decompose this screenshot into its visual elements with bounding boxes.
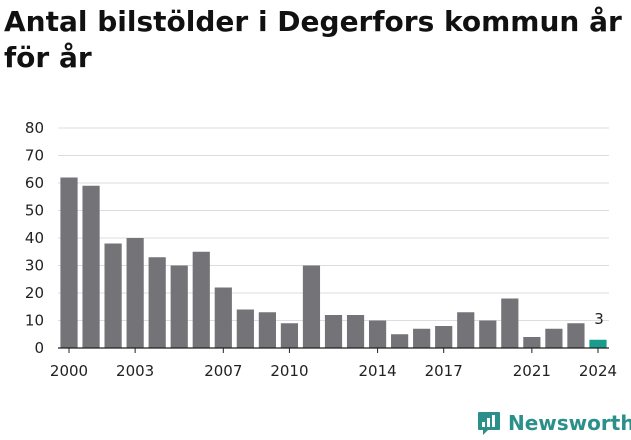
bar-2021: [523, 337, 541, 348]
bar-2006: [192, 251, 210, 348]
bar-2023: [567, 323, 585, 348]
bar-2001: [82, 185, 100, 348]
y-tick-label: 40: [25, 229, 44, 247]
chart-title: Antal bilstölder i Degerfors kommun år f…: [4, 5, 622, 74]
bar-2000: [60, 177, 78, 348]
bar-2012: [324, 315, 343, 348]
bar-2004: [148, 257, 166, 348]
bar-2018: [457, 312, 475, 348]
bar-2016: [413, 328, 431, 348]
bar-2022: [545, 328, 563, 348]
bar-2003: [126, 238, 144, 348]
bar-2015: [391, 334, 409, 348]
bar-2010: [280, 323, 299, 348]
y-tick-label: 60: [25, 174, 44, 192]
y-tick-label: 50: [25, 202, 44, 220]
x-tick-label: 2024: [579, 362, 617, 380]
x-tick-label: 2017: [425, 362, 463, 380]
x-tick-label: 2007: [204, 362, 242, 380]
bar-2005: [170, 265, 188, 348]
bar-2002: [104, 243, 122, 348]
y-tick-label: 70: [25, 147, 44, 165]
x-axis: 2000 2003 2007 2010 2014 2017 2021 2024: [50, 347, 617, 380]
y-tick-label: 30: [25, 257, 44, 275]
bar-2017: [435, 326, 453, 348]
x-tick-label: 2000: [50, 362, 88, 380]
bar-2009: [258, 312, 276, 348]
bar-2011: [302, 265, 321, 348]
bar-2008: [236, 309, 254, 348]
bar-2013: [346, 315, 365, 348]
x-tick-label: 2014: [358, 362, 396, 380]
bars: [60, 177, 607, 348]
data-label: 3: [594, 310, 604, 328]
y-axis-ticks: 0 10 20 30 40 50 60 70 80: [25, 119, 44, 357]
brand-name: Newsworthy: [508, 411, 631, 435]
x-tick-label: 2010: [270, 362, 308, 380]
bar-2024: [589, 339, 607, 348]
bar-2014: [368, 320, 387, 348]
brand: Newsworthy: [476, 406, 631, 440]
newsworthy-logo-icon: [478, 412, 500, 435]
x-tick-label: 2003: [116, 362, 154, 380]
bar-2019: [479, 320, 497, 348]
y-tick-label: 20: [25, 284, 44, 302]
grid-lines: [58, 127, 609, 321]
x-tick-label: 2021: [513, 362, 551, 380]
y-tick-label: 0: [34, 339, 44, 357]
bar-2020: [501, 298, 519, 348]
bar-2007: [214, 287, 232, 348]
y-tick-label: 80: [25, 119, 44, 137]
annotations: 3: [594, 310, 604, 328]
y-tick-label: 10: [25, 312, 44, 330]
